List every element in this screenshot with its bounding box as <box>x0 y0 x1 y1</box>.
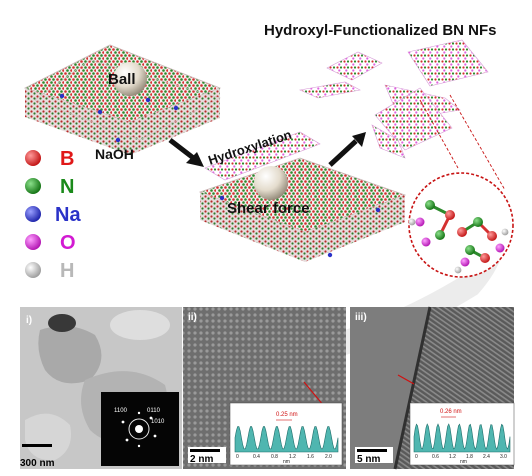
panel-i-id: i) <box>26 315 32 326</box>
panel-iii-ticks: 0 0.6 1.2 1.8 2.4 3.0 <box>415 454 507 460</box>
svg-text:3.0: 3.0 <box>500 454 507 460</box>
panel-iii-profile-plot <box>413 423 511 453</box>
panel-iii-unit: nm <box>460 459 467 465</box>
panel-iii-id: iii) <box>355 312 367 323</box>
zoom-line-1 <box>419 99 459 169</box>
arrow-2-head <box>352 132 366 147</box>
bulk-bn-block <box>23 44 222 155</box>
zoom-circle <box>408 172 514 278</box>
panel-ii-profile-line <box>303 381 325 407</box>
legend-na-label: Na <box>55 204 81 226</box>
ball <box>113 62 147 96</box>
peeling-sheet <box>204 131 321 181</box>
legend-h-sphere <box>25 262 41 278</box>
nanosheets <box>298 39 489 159</box>
svg-text:1.8: 1.8 <box>466 454 473 460</box>
saed-label-1: 1100 <box>114 408 128 414</box>
panel-iii-spacing: 0.26 nm <box>440 409 462 415</box>
legend-o-sphere <box>25 234 41 250</box>
saed-label-2: 0110 <box>147 408 161 414</box>
panel-iii-scale-bar <box>357 449 387 452</box>
svg-text:2.0: 2.0 <box>325 454 332 460</box>
arrow-1 <box>168 138 198 162</box>
legend-b-label: B <box>60 148 74 170</box>
panel-ii-scale-label: 2 nm <box>190 454 213 465</box>
svg-text:1.2: 1.2 <box>449 454 456 460</box>
legend-h-label: H <box>60 260 74 282</box>
panel-iii: iii) 0.26 nm 0 0.6 1.2 1.8 2.4 3.0 nm 5 … <box>350 306 515 470</box>
panel-iii-scale-label: 5 nm <box>357 454 380 465</box>
center-sodium-dots <box>219 195 381 258</box>
ball-label: Ball <box>108 71 136 88</box>
sodium-dots <box>59 93 179 143</box>
figure-title: Hydroxyl-Functionalized BN NFs <box>264 22 497 39</box>
panel-ii-scale-bar <box>190 449 220 452</box>
svg-text:0: 0 <box>236 454 239 460</box>
arrow-1-head <box>186 152 204 167</box>
shear-force-label: Shear force <box>227 200 310 217</box>
naoh-label: NaOH <box>95 146 134 162</box>
panel-ii-spacing: 0.25 nm <box>276 412 298 418</box>
svg-text:0.8: 0.8 <box>271 454 278 460</box>
svg-text:1.2: 1.2 <box>289 454 296 460</box>
panel-iii-profile-line <box>397 374 415 385</box>
legend-na-sphere <box>25 206 41 222</box>
saed-label-3: 1010 <box>151 419 165 425</box>
atom-legend: B N Na O H <box>25 148 81 282</box>
panel-ii-unit: nm <box>283 459 290 465</box>
center-ball <box>254 166 288 200</box>
panel-i-scale-bar <box>22 444 52 447</box>
panel-ii-ticks: 0 0.4 0.8 1.2 1.6 2.0 <box>236 454 332 460</box>
panel-ii-id: ii) <box>188 312 197 323</box>
legend-n-label: N <box>60 176 74 198</box>
panel-ii: ii) 0.25 nm 0 0.4 0.8 1.2 1.6 2.0 nm 2 n… <box>183 307 346 469</box>
svg-text:0.6: 0.6 <box>432 454 439 460</box>
arrow-2 <box>328 139 358 167</box>
svg-text:2.4: 2.4 <box>483 454 490 460</box>
panel-i-scale-label: 300 nm <box>20 458 55 469</box>
legend-n-sphere <box>25 178 41 194</box>
legend-b-sphere <box>25 150 41 166</box>
panel-i: i) 1100 0110 1010 300 nm <box>20 307 182 469</box>
svg-text:1.6: 1.6 <box>307 454 314 460</box>
center-bn-block <box>198 157 407 262</box>
svg-text:0: 0 <box>415 454 418 460</box>
zoom-line-2 <box>449 94 506 191</box>
legend-o-label: O <box>60 232 76 254</box>
svg-text:0.4: 0.4 <box>253 454 260 460</box>
panel-ii-profile-plot <box>234 426 339 453</box>
